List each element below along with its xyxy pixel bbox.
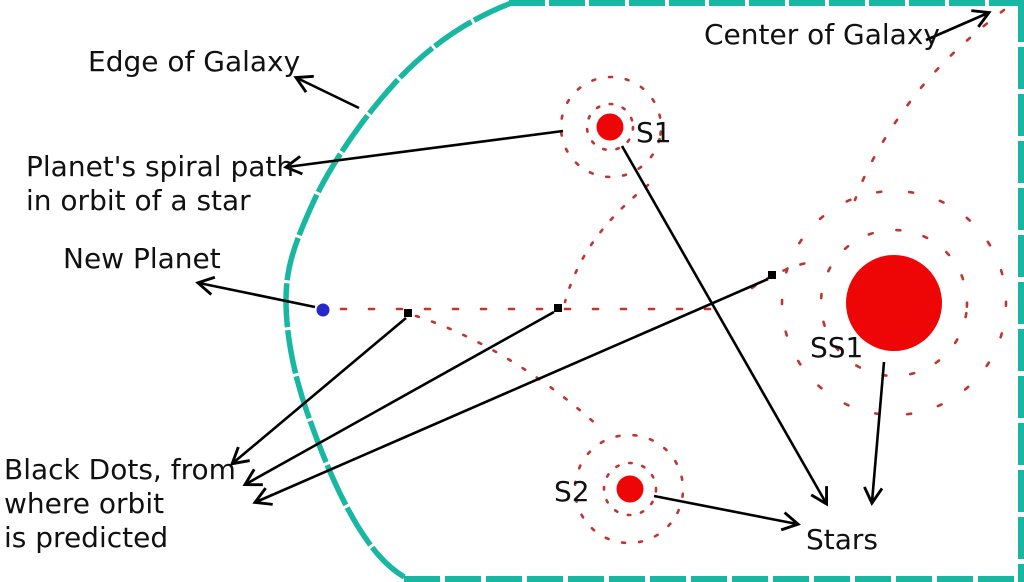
star-s2-label: S2 [554,475,590,508]
star-s1-dot [596,113,624,141]
planet-orbit-path-rise [750,261,808,290]
s1-orbit-ring-outer [559,75,663,179]
s2-to-stars-arrow [653,494,801,532]
new-planet-leader-arrow [195,275,316,309]
star-ss1-label: SS1 [810,331,863,364]
ss1-orbit-ring-outer [780,189,1008,417]
galaxy-edge-arc [283,0,515,581]
star-s1-label: S1 [636,116,672,149]
prediction-dot-b [554,304,562,312]
new-planet-dot [316,303,330,317]
prediction-dot-a [404,309,412,317]
spiral-path-leader-arrow [283,129,564,176]
star-ss1-dot [846,255,942,351]
s1-spiral-sweep [563,183,650,304]
s1-orbit-ring-inner [585,102,635,152]
prediction-dot-c [768,271,776,279]
center-of-galaxy-arrow [925,9,992,42]
s2-orbit-ring-inner [602,461,658,517]
edge-of-galaxy-arrow [293,74,360,110]
black-dots-label-line1: Black Dots, from [4,453,236,486]
dot-b-leader-arrow [242,310,555,487]
ss1-to-stars-arrow [863,361,886,506]
spiral-path-label-line1: Planet's spiral path [26,150,294,183]
stars-label: Stars [806,523,878,556]
black-dots-label-line3: is predicted [4,521,168,554]
s1-to-stars-arrow [620,145,828,507]
edge-of-galaxy-label: Edge of Galaxy [88,45,300,78]
star-s2-dot [616,475,644,503]
center-of-galaxy-label: Center of Galaxy [704,18,940,51]
new-planet-label: New Planet [63,242,221,275]
black-dots-label-line2: where orbit [4,487,164,520]
s2-orbit-ring-outer [573,433,685,545]
dot-a-leader-arrow [229,317,407,466]
dot-c-leader-arrow [252,277,769,506]
dot-a-to-s2-path [414,314,600,428]
spiral-path-label-line2: in orbit of a star [26,184,251,217]
